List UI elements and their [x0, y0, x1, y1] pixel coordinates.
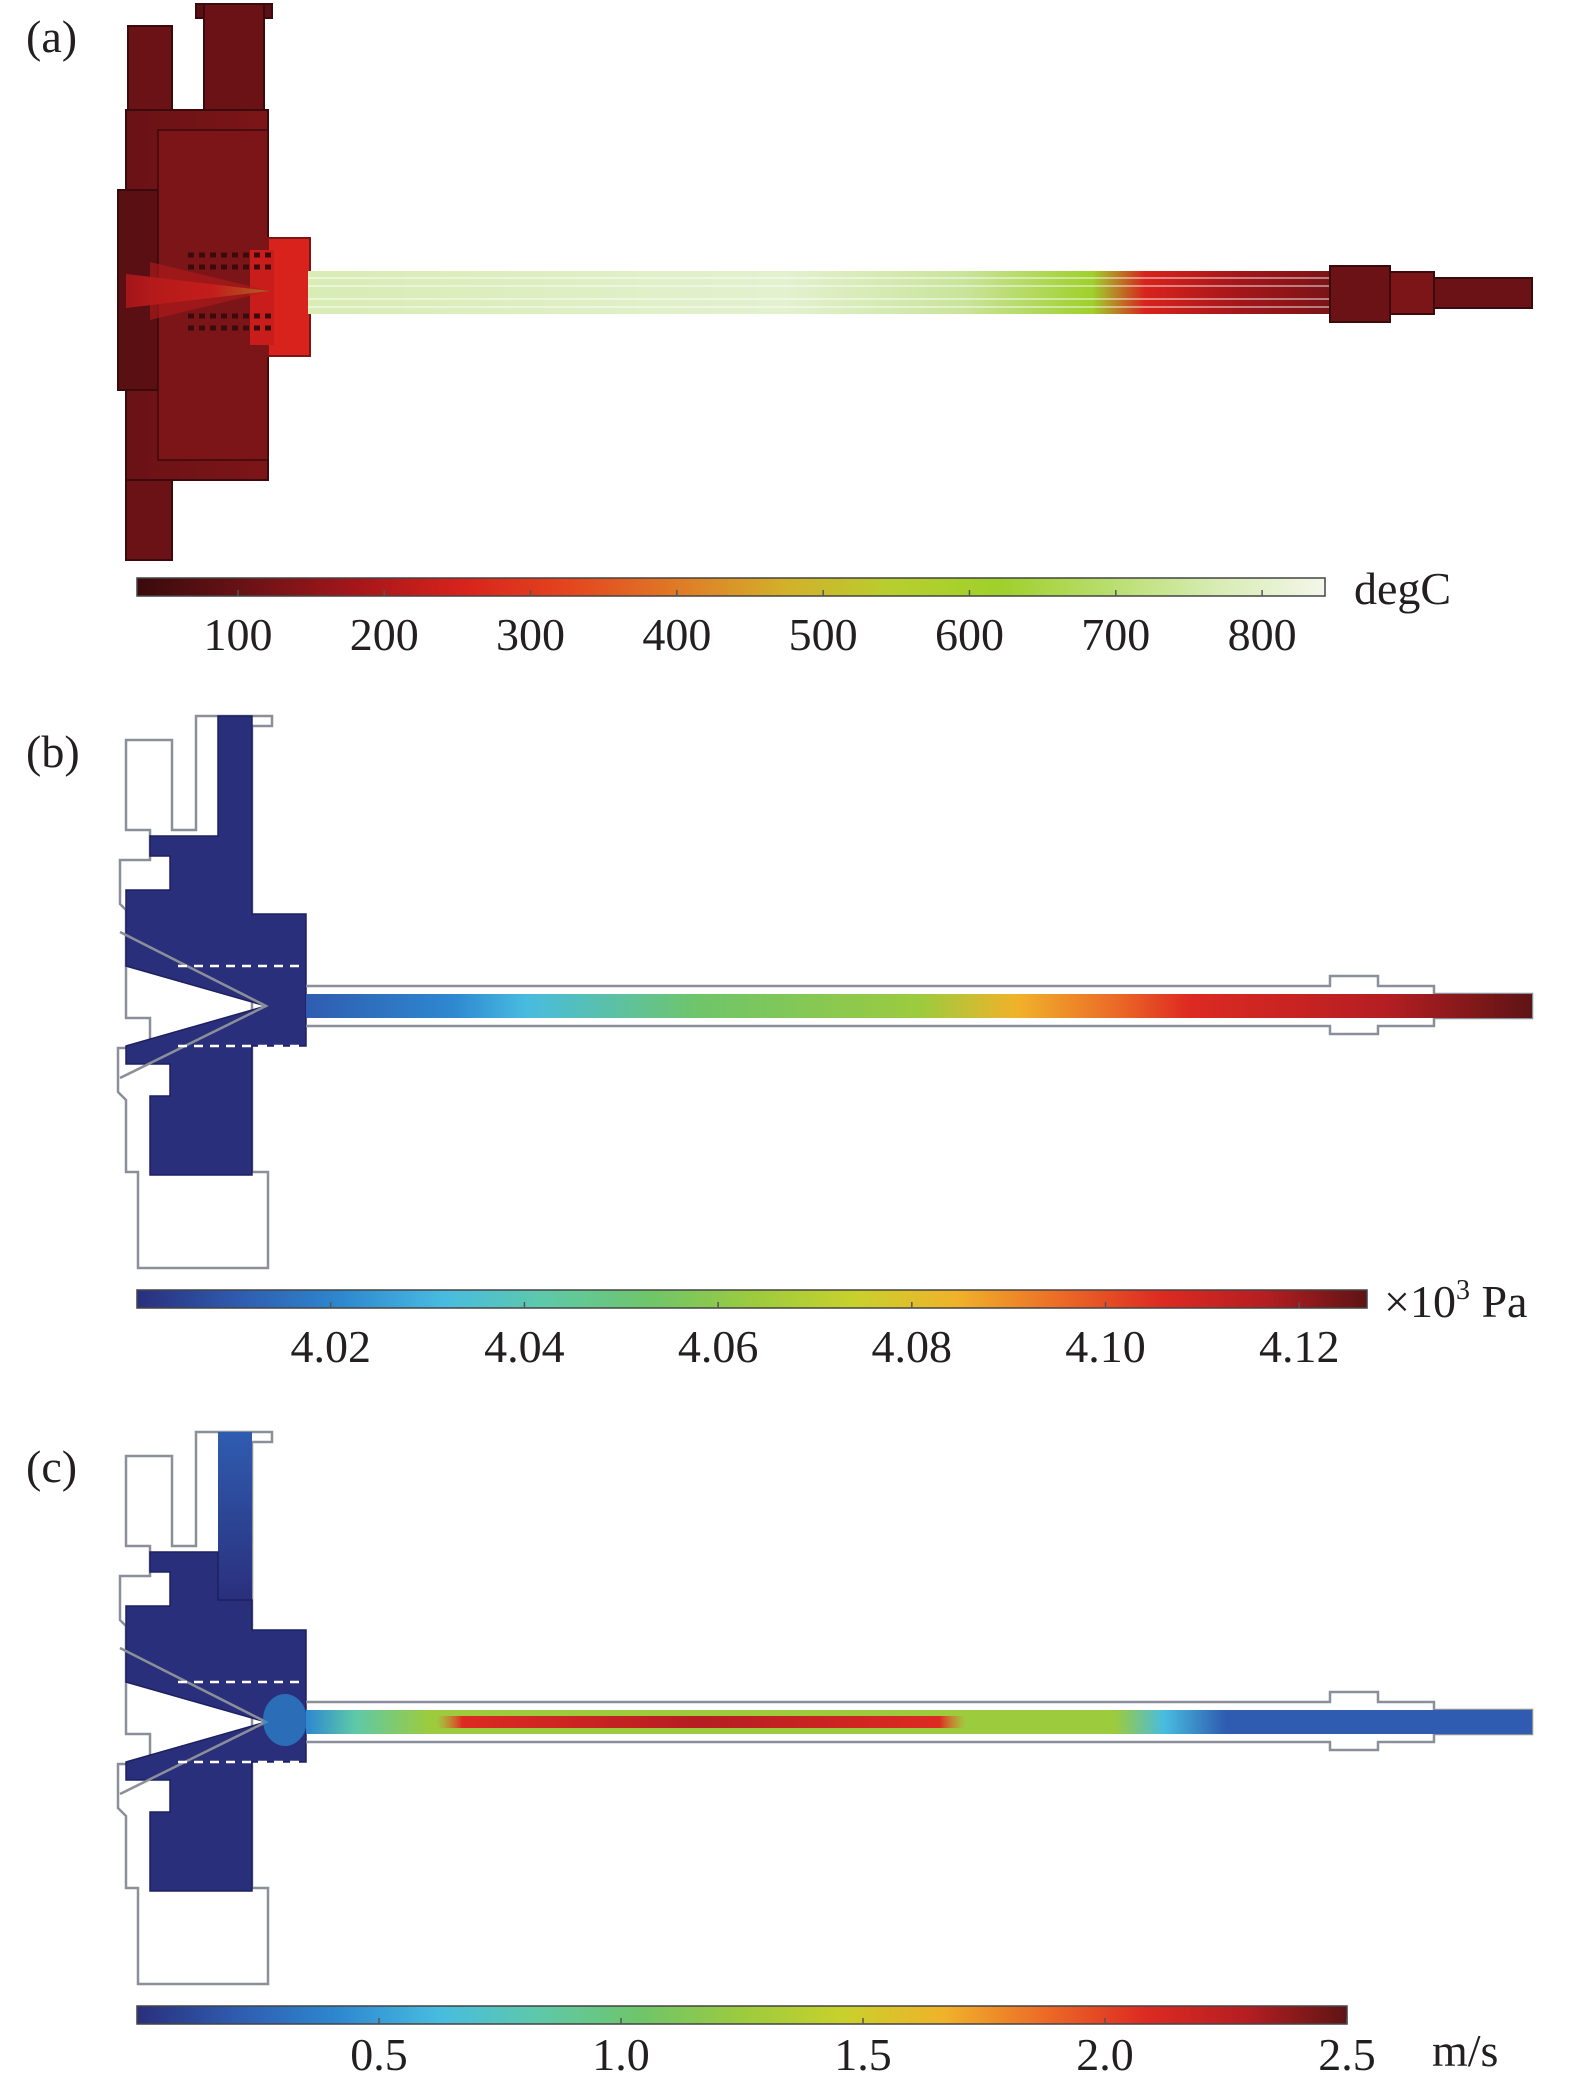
- colorbar-tick-label: 4.02: [290, 1321, 371, 1372]
- panel-b: (b) ×103 Pa 4.02 4.04 4.06 4.08 4.10 4.12: [26, 714, 1534, 1372]
- panel-a-geometry: [117, 3, 1533, 561]
- panel-b-label: (b): [26, 726, 80, 777]
- colorbar-tick-label: 200: [350, 609, 419, 660]
- colorbar-tick-label: 400: [642, 609, 711, 660]
- colorbar-pressure: [136, 1289, 1368, 1309]
- colorbar-pressure-unit: ×103 Pa: [1384, 1275, 1527, 1327]
- panel-b-geometry: [116, 714, 1534, 1270]
- colorbar-temperature: [136, 577, 1326, 597]
- colorbar-tick-label: 700: [1081, 609, 1150, 660]
- colorbar-tick-label: 500: [789, 609, 858, 660]
- colorbar-tick-label: 4.08: [872, 1321, 953, 1372]
- colorbar-tick-label: 4.10: [1065, 1321, 1146, 1372]
- unit-exponent: 3: [1456, 1275, 1470, 1306]
- panel-a-label: (a): [26, 11, 77, 62]
- colorbar-tick-label: 1.0: [592, 2029, 650, 2076]
- colorbar-pressure-ticks: 4.02 4.04 4.06 4.08 4.10 4.12: [290, 1302, 1339, 1372]
- colorbar-tick-label: 800: [1228, 609, 1297, 660]
- colorbar-tick-label: 2.0: [1076, 2029, 1134, 2076]
- panel-c-geometry: [116, 1430, 1534, 1986]
- colorbar-tick-label: 4.12: [1259, 1321, 1340, 1372]
- colorbar-velocity: [136, 2005, 1348, 2025]
- colorbar-tick-label: 2.5: [1318, 2029, 1376, 2076]
- colorbar-tick-label: 600: [935, 609, 1004, 660]
- colorbar-velocity-ticks: 0.5 1.0 1.5 2.0 2.5: [350, 2018, 1376, 2076]
- colorbar-tick-label: 4.04: [484, 1321, 565, 1372]
- colorbar-temperature-ticks: 100 200 300 400 500 600 700 800: [203, 590, 1297, 660]
- unit-prefix: ×10: [1384, 1276, 1456, 1327]
- panel-a: (a): [26, 3, 1533, 660]
- colorbar-tick-label: 100: [203, 609, 272, 660]
- panel-c-label: (c): [26, 1441, 77, 1492]
- colorbar-velocity-unit: m/s: [1432, 2025, 1498, 2076]
- colorbar-tick-label: 300: [496, 609, 565, 660]
- colorbar-tick-label: 1.5: [834, 2029, 892, 2076]
- colorbar-tick-label: 0.5: [350, 2029, 408, 2076]
- colorbar-temperature-unit: degC: [1354, 563, 1451, 614]
- unit-suffix: Pa: [1470, 1276, 1528, 1327]
- panel-c: (c) m/s 0.5 1.0 1.5 2.0 2.5: [26, 1430, 1534, 2076]
- colorbar-tick-label: 4.06: [678, 1321, 759, 1372]
